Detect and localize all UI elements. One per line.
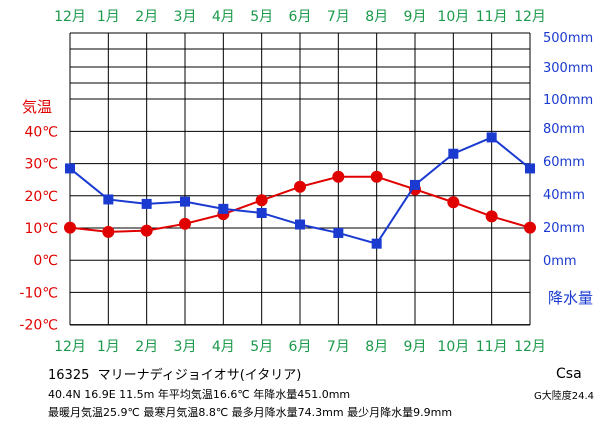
temperature-axis: 40℃ 30℃ 20℃ 10℃ 0℃ -10℃ -20℃	[19, 124, 58, 333]
temperature-point	[64, 221, 76, 234]
precipitation-point	[448, 148, 459, 159]
month-label-top: 7月	[327, 9, 350, 25]
month-label-top: 9月	[404, 9, 427, 25]
month-label-top: 4月	[212, 9, 235, 25]
temperature-point	[524, 221, 536, 234]
month-label-bottom: 4月	[212, 339, 235, 355]
temperature-point	[370, 170, 383, 183]
grid	[69, 32, 531, 326]
precipitation-point	[180, 196, 190, 207]
month-label-bottom: 5月	[250, 339, 273, 355]
month-label-top: 10月	[437, 9, 469, 25]
temperature-point	[179, 217, 191, 230]
month-label-top: 11月	[476, 9, 508, 25]
precipitation-tick-label: 40mm	[543, 188, 585, 203]
month-label-bottom: 12月	[514, 339, 546, 355]
precipitation-point	[65, 163, 75, 174]
month-label-bottom: 7月	[327, 339, 350, 355]
station-stats-line-1: 40.4N 16.9E 11.5m 年平均気温16.6℃ 年降水量451.0mm	[48, 388, 351, 401]
precipitation-point	[218, 203, 229, 214]
precipitation-point	[141, 198, 152, 209]
temperature-tick-label: 20℃	[24, 189, 58, 205]
precipitation-tick-label: 100mm	[543, 93, 593, 108]
month-label-top: 12月	[54, 9, 86, 25]
precipitation-tick-label: 0mm	[543, 254, 577, 269]
precipitation-point	[410, 179, 420, 190]
month-label-top: 5月	[250, 9, 273, 25]
month-label-bottom: 10月	[437, 339, 469, 355]
month-axis-bottom: 12月 1月 2月 3月 4月 5月 6月 7月 8月 9月 10月 11月 12月	[54, 339, 546, 355]
month-label-top: 3月	[174, 9, 197, 25]
month-label-top: 1月	[97, 9, 120, 25]
precipitation-tick-label: 300mm	[543, 61, 593, 76]
series	[64, 132, 536, 249]
month-label-bottom: 3月	[174, 339, 197, 355]
station-title: 16325 マリーナディジョイオサ(イタリア)	[48, 364, 301, 383]
month-label-bottom: 9月	[404, 339, 427, 355]
precipitation-tick-label: 20mm	[543, 221, 585, 236]
temperature-point	[485, 210, 498, 223]
precipitation-axis-title: 降水量	[548, 289, 593, 307]
temperature-tick-label: 30℃	[24, 157, 58, 173]
temperature-tick-label: 10℃	[24, 221, 58, 237]
month-label-bottom: 11月	[476, 339, 508, 355]
month-label-top: 12月	[514, 9, 546, 25]
precipitation-tick-label: 80mm	[543, 122, 585, 137]
station-id: 16325	[48, 368, 90, 383]
temperature-axis-title: 気温	[22, 98, 52, 116]
month-label-top: 2月	[135, 9, 158, 25]
precipitation-axis: 500mm 300mm 100mm 80mm 60mm 40mm 20mm 0mm	[543, 31, 593, 269]
temperature-tick-label: 0℃	[33, 253, 58, 269]
precipitation-point	[486, 132, 497, 143]
month-label-top: 6月	[289, 9, 312, 25]
precipitation-point	[371, 238, 382, 249]
climate-classification: Csa	[556, 366, 582, 382]
precipitation-point	[525, 163, 535, 174]
precipitation-tick-label: 500mm	[543, 31, 593, 46]
station-stats-line-2: 最暖月気温25.9℃ 最寒月気温8.8℃ 最多月降水量74.3mm 最少月降水量…	[48, 406, 453, 419]
temperature-point	[140, 224, 153, 237]
month-label-bottom: 6月	[289, 339, 312, 355]
station-name: マリーナディジョイオサ(イタリア)	[97, 368, 302, 383]
temperature-point	[332, 170, 345, 183]
month-label-bottom: 2月	[135, 339, 158, 355]
month-axis-top: 12月 1月 2月 3月 4月 5月 6月 7月 8月 9月 10月 11月 12月	[54, 9, 546, 25]
temperature-tick-label: 40℃	[24, 124, 58, 140]
temperature-point	[255, 194, 268, 207]
month-label-top: 8月	[365, 9, 388, 25]
precipitation-point	[103, 194, 114, 205]
temperature-point	[102, 225, 115, 238]
precipitation-point	[333, 227, 344, 238]
temperature-point	[447, 196, 460, 209]
month-label-bottom: 12月	[54, 339, 86, 355]
temperature-point	[294, 180, 306, 193]
precipitation-tick-label: 60mm	[543, 155, 585, 170]
month-label-bottom: 1月	[97, 339, 120, 355]
precipitation-point	[295, 219, 305, 230]
temperature-tick-label: -10℃	[19, 285, 58, 301]
temperature-tick-label: -20℃	[19, 318, 58, 334]
month-label-bottom: 8月	[365, 339, 388, 355]
continentality-index: G大陸度24.4	[534, 391, 595, 402]
precipitation-point	[256, 207, 267, 218]
